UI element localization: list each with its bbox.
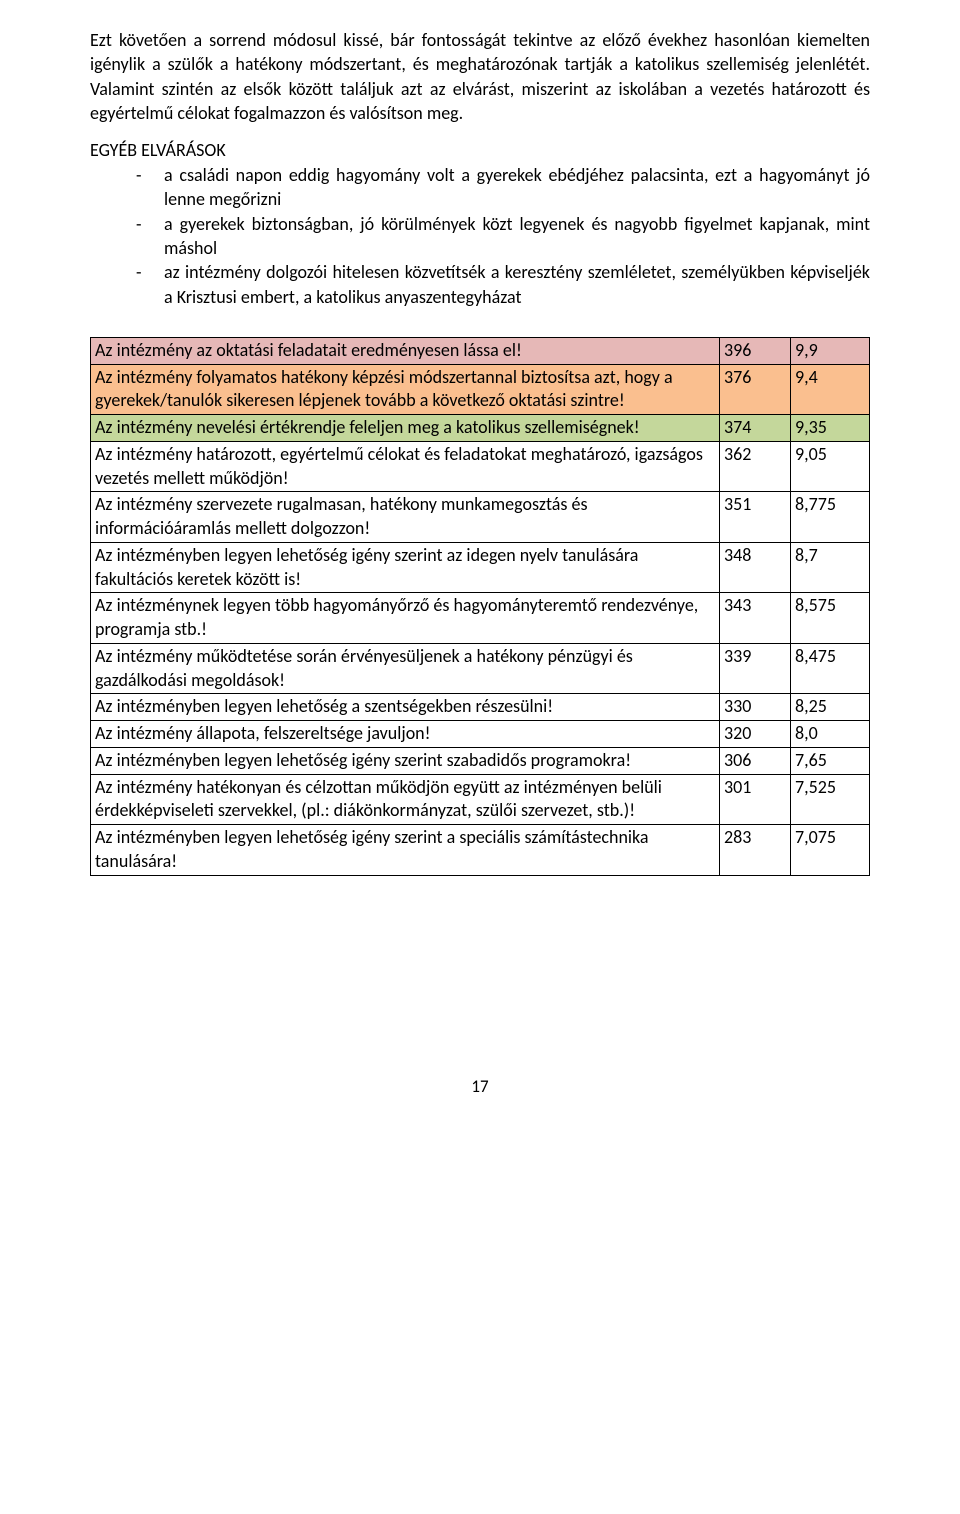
table-cell-score1: 301 [720, 774, 791, 825]
table-row: Az intézményben legyen lehetőség igény s… [91, 747, 870, 774]
table-row: Az intézménynek legyen több hagyományőrz… [91, 593, 870, 644]
table-cell-desc: Az intézmény folyamatos hatékony képzési… [91, 364, 720, 415]
table-cell-desc: Az intézményben legyen lehetőség a szent… [91, 694, 720, 721]
table-cell-desc: Az intézmény nevelési értékrendje felelj… [91, 415, 720, 442]
table-cell-score1: 343 [720, 593, 791, 644]
table-cell-score2: 8,775 [791, 492, 870, 543]
table-cell-score1: 330 [720, 694, 791, 721]
page-number: 17 [90, 1076, 870, 1097]
table-cell-desc: Az intézmény hatékonyan és célzottan műk… [91, 774, 720, 825]
table-cell-score1: 283 [720, 825, 791, 876]
table-cell-score2: 9,35 [791, 415, 870, 442]
table-cell-desc: Az intézményben legyen lehetőség igény s… [91, 825, 720, 876]
table-cell-score1: 306 [720, 747, 791, 774]
table-cell-desc: Az intézmény az oktatási feladatait ered… [91, 337, 720, 364]
table-cell-score2: 7,525 [791, 774, 870, 825]
table-row: Az intézményben legyen lehetőség igény s… [91, 542, 870, 593]
table-cell-score2: 7,65 [791, 747, 870, 774]
table-cell-score2: 7,075 [791, 825, 870, 876]
table-cell-score2: 8,575 [791, 593, 870, 644]
table-cell-score1: 396 [720, 337, 791, 364]
bullet-list: a családi napon eddig hagyomány volt a g… [90, 163, 870, 309]
table-row: Az intézmény működtetése során érvényesü… [91, 643, 870, 694]
table-cell-score2: 8,25 [791, 694, 870, 721]
bullet-item: a családi napon eddig hagyomány volt a g… [146, 163, 870, 212]
table-cell-score2: 9,4 [791, 364, 870, 415]
table-cell-score2: 9,9 [791, 337, 870, 364]
priorities-table: Az intézmény az oktatási feladatait ered… [90, 337, 870, 876]
table-cell-score1: 351 [720, 492, 791, 543]
table-cell-score1: 339 [720, 643, 791, 694]
section-heading: EGYÉB ELVÁRÁSOK [90, 139, 870, 161]
table-row: Az intézmény nevelési értékrendje felelj… [91, 415, 870, 442]
table-cell-score2: 8,0 [791, 721, 870, 748]
intro-paragraph: Ezt követően a sorrend módosul kissé, bá… [90, 28, 870, 125]
table-cell-desc: Az intézmény szervezete rugalmasan, haté… [91, 492, 720, 543]
table-cell-score1: 374 [720, 415, 791, 442]
table-cell-score1: 376 [720, 364, 791, 415]
table-cell-desc: Az intézmény határozott, egyértelmű célo… [91, 441, 720, 492]
table-cell-desc: Az intézményben legyen lehetőség igény s… [91, 747, 720, 774]
table-cell-score2: 8,475 [791, 643, 870, 694]
table-cell-desc: Az intézménynek legyen több hagyományőrz… [91, 593, 720, 644]
table-cell-score2: 8,7 [791, 542, 870, 593]
table-row: Az intézmény hatékonyan és célzottan műk… [91, 774, 870, 825]
table-cell-desc: Az intézményben legyen lehetőség igény s… [91, 542, 720, 593]
bullet-item: az intézmény dolgozói hitelesen közvetít… [146, 260, 870, 309]
table-row: Az intézmény határozott, egyértelmű célo… [91, 441, 870, 492]
table-row: Az intézményben legyen lehetőség igény s… [91, 825, 870, 876]
table-row: Az intézményben legyen lehetőség a szent… [91, 694, 870, 721]
table-cell-score1: 320 [720, 721, 791, 748]
table-cell-score1: 348 [720, 542, 791, 593]
table-cell-desc: Az intézmény állapota, felszereltsége ja… [91, 721, 720, 748]
table-row: Az intézmény szervezete rugalmasan, haté… [91, 492, 870, 543]
bullet-item: a gyerekek biztonságban, jó körülmények … [146, 212, 870, 261]
table-row: Az intézmény folyamatos hatékony képzési… [91, 364, 870, 415]
table-row: Az intézmény az oktatási feladatait ered… [91, 337, 870, 364]
table-cell-score1: 362 [720, 441, 791, 492]
document-page: Ezt követően a sorrend módosul kissé, bá… [0, 0, 960, 1137]
table-cell-score2: 9,05 [791, 441, 870, 492]
table-row: Az intézmény állapota, felszereltsége ja… [91, 721, 870, 748]
table-cell-desc: Az intézmény működtetése során érvényesü… [91, 643, 720, 694]
